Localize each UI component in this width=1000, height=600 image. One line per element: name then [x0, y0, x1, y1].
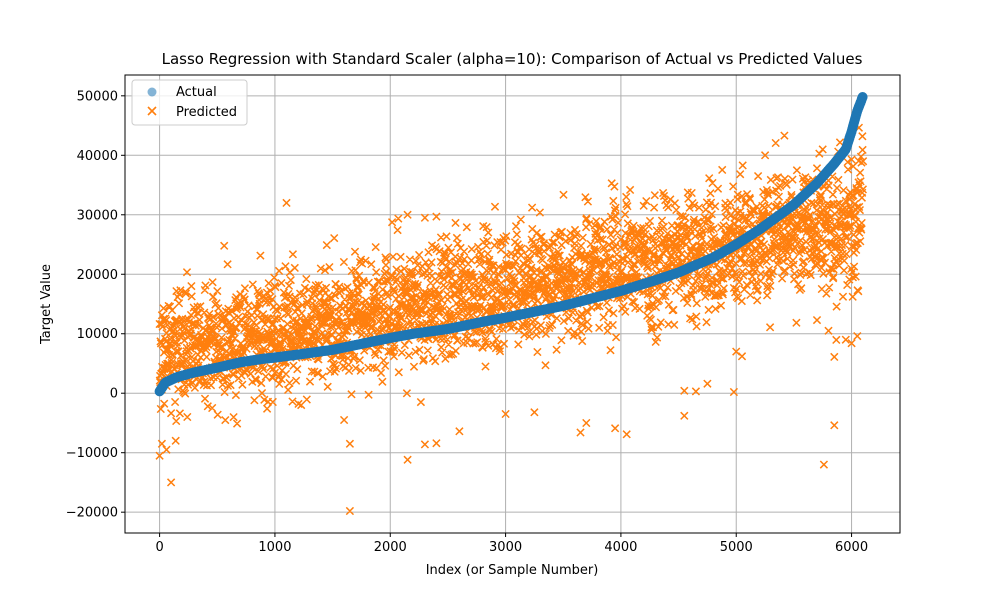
- x-axis-label: Index (or Sample Number): [426, 563, 599, 578]
- predicted-points: [847, 123, 868, 348]
- x-tick-label: 1000: [258, 540, 291, 555]
- data-layer: [154, 92, 868, 516]
- legend-actual-label: Actual: [176, 85, 217, 100]
- x-tick-label: 0: [155, 540, 163, 555]
- y-tick-label: 30000: [77, 208, 118, 223]
- y-tick-label: 0: [110, 387, 118, 402]
- x-tick-label: 2000: [374, 540, 407, 555]
- actual-point: [857, 92, 868, 102]
- y-tick-label: −20000: [66, 506, 118, 521]
- predicted-points: [536, 230, 562, 370]
- grid: [125, 75, 900, 533]
- y-tick-label: 20000: [77, 268, 118, 283]
- legend-predicted-marker: [147, 106, 157, 116]
- y-tick-label: 10000: [77, 327, 118, 342]
- x-tick-label: 6000: [835, 540, 868, 555]
- predicted-points: [760, 138, 787, 332]
- x-tick-label: 4000: [604, 540, 637, 555]
- predicted-points: [155, 286, 181, 426]
- predicted-outliers: [155, 145, 868, 516]
- predicted-points: [553, 190, 579, 345]
- legend-box: [131, 79, 248, 126]
- plot-frame: [124, 74, 901, 534]
- legend: Actual Predicted: [131, 79, 248, 126]
- predicted-points: [570, 193, 596, 346]
- y-tick-label: −10000: [66, 446, 118, 461]
- predicted-points: [605, 179, 631, 355]
- predicted-points: [311, 240, 337, 391]
- actual-series: [154, 92, 868, 397]
- x-tick-label: 3000: [489, 540, 522, 555]
- y-tick-label: 40000: [77, 149, 118, 164]
- axis-ticks: 0 1000 2000 3000 4000 5000 6000 −20000 −10000 0 10…: [66, 89, 868, 555]
- predicted-points: [830, 138, 856, 345]
- predicted-points: [812, 149, 839, 298]
- legend-actual-marker: [147, 87, 157, 97]
- y-tick-label: 50000: [77, 89, 118, 104]
- predicted-points: [518, 203, 545, 357]
- x-tick-label: 5000: [720, 540, 753, 555]
- chart-title: Lasso Regression with Standard Scaler (a…: [162, 50, 863, 68]
- legend-predicted-label: Predicted: [176, 105, 237, 120]
- y-axis-label: Target Value: [39, 264, 54, 345]
